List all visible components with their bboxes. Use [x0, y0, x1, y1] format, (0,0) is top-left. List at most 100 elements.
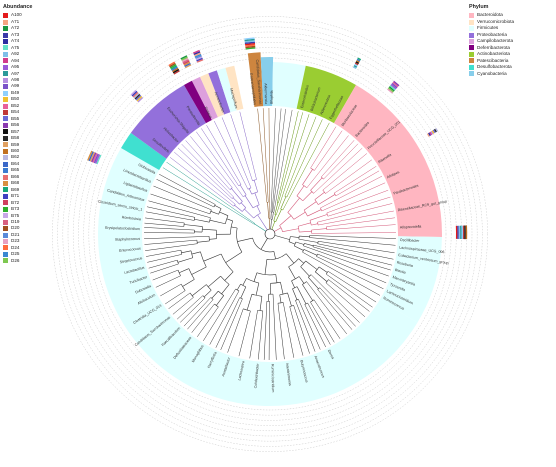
tree-branch — [196, 131, 244, 197]
phylum-legend-label: Firmicutes — [477, 25, 499, 31]
abundance-legend-label: B54 — [11, 109, 20, 115]
phylum-sector — [208, 70, 231, 115]
heat-bar-segment — [173, 70, 180, 75]
tree-branch — [272, 294, 277, 360]
abundance-legend-swatch — [3, 187, 8, 193]
tree-branch — [295, 300, 316, 352]
tree-branch — [285, 253, 295, 264]
tree-branch — [314, 130, 343, 171]
tree-branch — [279, 294, 282, 303]
tree-branch — [201, 128, 239, 186]
abundance-legend-swatch — [3, 174, 8, 180]
heat-bar-segment — [96, 154, 102, 165]
leaf-label: Parabacteroides — [393, 184, 419, 196]
abundance-legend-swatch — [3, 200, 8, 206]
tree-branch — [273, 214, 276, 221]
tree-branch — [298, 222, 311, 227]
tree-arc — [310, 299, 315, 303]
tree-arc — [218, 208, 222, 215]
leaf-label: Streptococcus — [120, 256, 143, 264]
heat-bar-segment — [245, 44, 256, 47]
abundance-legend-label: A95 — [11, 64, 20, 70]
tree-branch — [194, 218, 210, 223]
abundance-legend-swatch — [3, 142, 8, 148]
abundance-legend-swatch — [3, 180, 8, 186]
leaf-label: Blautia — [394, 268, 406, 275]
heat-bar-segment — [244, 40, 255, 43]
abundance-legend-swatch — [3, 71, 8, 77]
abundance-legend-swatch — [3, 245, 8, 251]
tree-branch — [286, 119, 323, 198]
phylum-legend-item: Proteobacteria — [469, 32, 514, 38]
tree-branch — [291, 280, 295, 288]
heat-bar-segment — [353, 65, 358, 68]
heat-bar-segment — [130, 89, 137, 96]
phylum-sector — [216, 67, 237, 113]
heat-bar-segment — [132, 91, 139, 98]
heat-bar-segment — [389, 85, 396, 91]
leaf-label: Bifidobacterium — [310, 87, 322, 112]
heat-bar-segment — [429, 131, 433, 136]
phylum-sector — [272, 62, 306, 109]
tree-branch — [317, 243, 394, 260]
tree-branch — [303, 201, 317, 211]
abundance-legend-swatch — [3, 129, 8, 135]
abundance-legend-swatch — [3, 84, 8, 90]
tree-arc — [304, 302, 308, 305]
tree-branch — [272, 108, 286, 213]
leaf-label: Marvinbryantia — [392, 275, 416, 287]
heat-bar-segment — [172, 67, 179, 73]
tree-branch — [274, 227, 282, 232]
heat-bar-segment — [135, 94, 142, 101]
tree-arc — [287, 212, 295, 220]
phylum-legend-swatch — [469, 71, 474, 77]
abundance-legend-swatch — [3, 251, 8, 257]
abundance-legend-item: A95 — [3, 64, 32, 70]
heat-bar-segment — [458, 225, 461, 239]
abundance-legend-item: A98 — [3, 77, 32, 83]
tree-branch — [282, 302, 295, 358]
tree-arc — [297, 226, 300, 233]
tree-branch — [144, 227, 195, 231]
abundance-legend-swatch — [3, 38, 8, 44]
heat-bar-segment — [196, 57, 203, 62]
heat-bar-segment — [431, 130, 435, 134]
tree-branch — [203, 253, 222, 262]
tree-branch — [180, 297, 206, 323]
phylum-sector — [379, 236, 442, 323]
abundance-legend-label: A94 — [11, 57, 20, 63]
abundance-legend-item: B64 — [3, 161, 32, 167]
abundance-legend-swatch — [3, 116, 8, 122]
tree-arc — [243, 194, 247, 198]
tree-branch — [273, 251, 276, 259]
tree-branch — [313, 244, 393, 266]
tree-branch — [255, 282, 260, 296]
tree-branch — [145, 211, 195, 221]
abundance-legend-label: A98 — [11, 76, 20, 82]
tree-arc — [270, 281, 281, 284]
tree-branch — [177, 147, 233, 199]
abundance-legend-swatch — [3, 122, 8, 128]
tree-arc — [325, 271, 329, 275]
leaf-label: Acetatifactor — [221, 356, 231, 377]
abundance-legend-label: B59 — [11, 141, 20, 147]
tree-branches — [144, 108, 396, 360]
abundance-legend-swatch — [3, 148, 8, 154]
leaf-label: Enterorhabdus — [300, 84, 310, 108]
tree-branch — [307, 302, 331, 345]
tree-branch — [322, 153, 368, 191]
tree-branch — [309, 237, 396, 246]
abundance-legend-label: B60 — [11, 147, 20, 153]
phylum-legend-label: Patescibacteria — [477, 57, 509, 63]
tree-branch — [191, 266, 207, 275]
tree-branch — [177, 257, 193, 263]
tree-branch — [225, 251, 243, 263]
tree-arc — [236, 227, 243, 253]
heat-bar-segment — [356, 58, 361, 62]
phylum-legend-label: Bacteroidota — [477, 12, 503, 18]
heat-bar-segment — [196, 59, 204, 63]
abundance-legend-item: A100 — [3, 12, 32, 19]
tree-branch — [239, 111, 257, 180]
tree-arc — [206, 284, 212, 291]
phylum-legend-label: Campilobacterota — [477, 38, 514, 44]
